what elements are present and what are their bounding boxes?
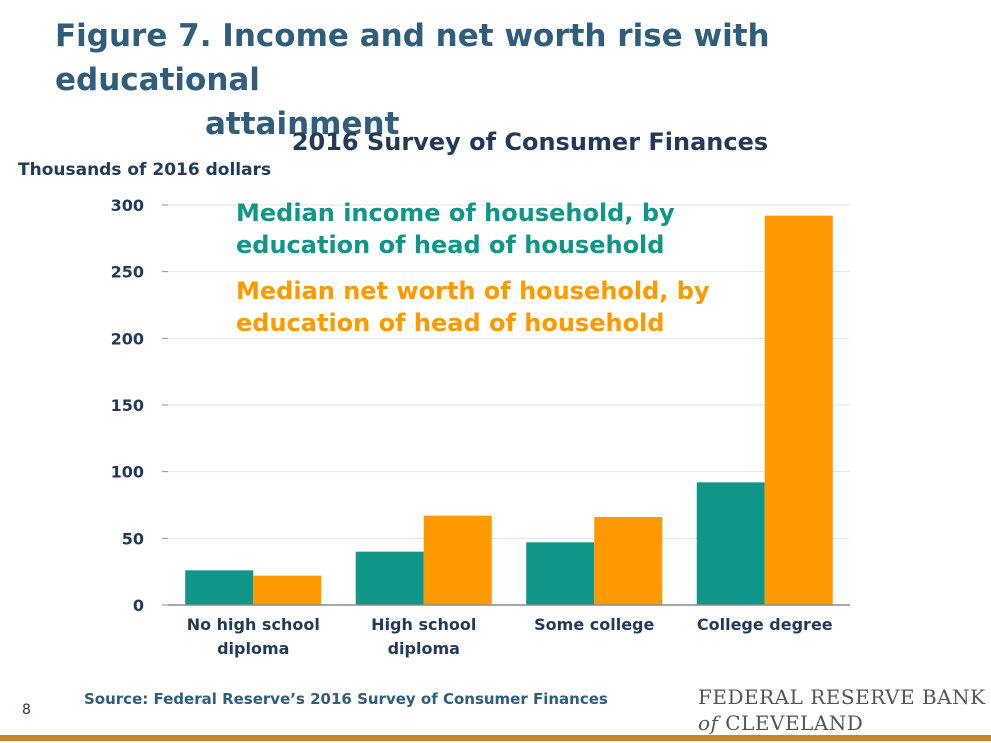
legend: Median income of household, by education…	[236, 197, 756, 353]
x-category-label-line: diploma	[388, 639, 460, 658]
y-tick-label: 150	[111, 396, 144, 415]
legend-net-worth-line-2: education of head of household	[236, 309, 665, 337]
category-labels: No high school diploma High school diploma S…	[187, 615, 833, 658]
organization-logo: FEDERAL RESERVE BANK of CLEVELAND	[698, 684, 986, 736]
page-number: 8	[22, 702, 31, 718]
bar-net-worth	[253, 575, 322, 605]
chart-title: 2016 Survey of Consumer Finances	[291, 128, 769, 156]
bars	[185, 215, 833, 605]
bar-net-worth	[423, 515, 492, 605]
x-category-label: College degree	[697, 615, 833, 634]
org-name-of: of	[698, 711, 719, 735]
x-category-label-line: Some college	[534, 615, 654, 634]
y-tick-label: 200	[111, 329, 144, 348]
x-category-label: High school diploma	[371, 615, 476, 658]
source-note: Source: Federal Reserve’s 2016 Survey of…	[84, 690, 608, 708]
x-category-label-line: No high school	[187, 615, 320, 634]
y-tick-label: 300	[111, 196, 144, 215]
legend-net-worth: Median net worth of household, by educat…	[236, 275, 756, 339]
x-category-label: No high school diploma	[187, 615, 320, 658]
org-name-line-1: FEDERAL RESERVE BANK	[698, 685, 986, 709]
figure-title-line-1: Figure 7. Income and net worth rise with…	[55, 18, 770, 98]
bar-net-worth	[594, 517, 663, 605]
bar-income	[185, 570, 254, 605]
x-category-label-line: diploma	[217, 639, 289, 658]
legend-net-worth-line-1: Median net worth of household, by	[236, 277, 710, 305]
x-category-label-line: High school	[371, 615, 476, 634]
legend-income-line-2: education of head of household	[236, 231, 665, 259]
legend-income-line-1: Median income of household, by	[236, 199, 675, 227]
y-tick-label: 100	[111, 463, 144, 482]
figure-title-line-2: attainment	[205, 106, 400, 142]
y-tick-label: 250	[111, 263, 144, 282]
legend-income: Median income of household, by education…	[236, 197, 756, 261]
bottom-rule	[0, 735, 991, 741]
org-name-line-2: of CLEVELAND	[698, 710, 986, 736]
org-name-cleveland: CLEVELAND	[718, 711, 864, 735]
y-axis-label: Thousands of 2016 dollars	[18, 160, 272, 180]
bar-chart: 0 50 100 150 200 250 300 No high school diploma…	[111, 196, 850, 658]
y-tick-label: 0	[133, 596, 144, 615]
bar-income	[355, 551, 424, 605]
x-category-label: Some college	[534, 615, 654, 634]
bar-income	[696, 482, 765, 605]
figure-title: Figure 7. Income and net worth rise with…	[55, 14, 955, 146]
bar-income	[526, 542, 595, 605]
y-tick-label: 50	[122, 529, 144, 548]
x-category-label-line: College degree	[697, 615, 833, 634]
y-axis-ticks: 0 50 100 150 200 250 300	[111, 196, 144, 615]
bar-net-worth	[764, 215, 833, 605]
